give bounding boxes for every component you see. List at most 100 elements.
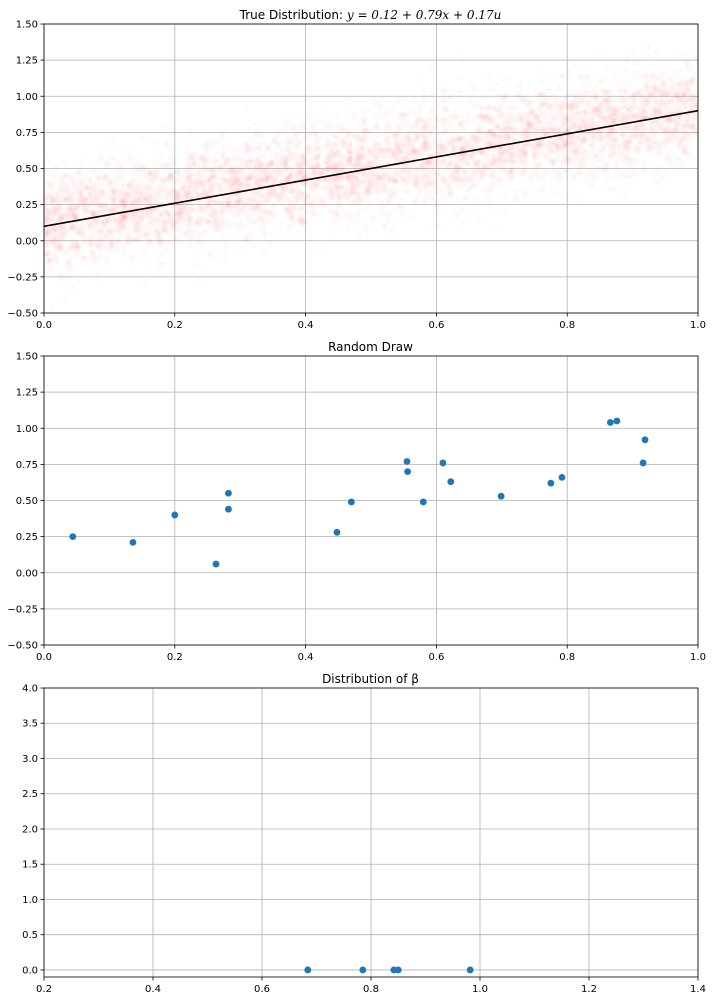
noise-point [416, 104, 422, 110]
noise-point [628, 169, 634, 175]
noise-point [310, 210, 316, 216]
noise-point [248, 183, 254, 189]
noise-point [221, 143, 227, 149]
noise-point [428, 196, 434, 202]
noise-point [670, 116, 676, 122]
noise-point [324, 142, 330, 148]
noise-point [284, 158, 290, 164]
noise-point [233, 169, 239, 175]
noise-point [610, 147, 616, 153]
noise-point [427, 182, 433, 188]
noise-point [490, 176, 496, 182]
noise-point [442, 108, 448, 114]
noise-point [611, 70, 617, 76]
noise-point [543, 141, 549, 147]
noise-point [211, 227, 217, 233]
noise-point [643, 137, 649, 143]
noise-point [392, 132, 398, 138]
noise-point [576, 202, 582, 208]
noise-point [44, 215, 50, 221]
noise-point [352, 115, 358, 121]
noise-point [69, 285, 75, 291]
noise-point [332, 213, 338, 219]
noise-point [112, 237, 118, 243]
noise-point [523, 151, 529, 157]
noise-point [437, 85, 443, 91]
noise-point [555, 190, 561, 196]
noise-point [548, 191, 554, 197]
noise-point [271, 203, 277, 209]
noise-point [668, 85, 674, 91]
noise-point [479, 201, 485, 207]
noise-point [544, 106, 550, 112]
noise-point [473, 196, 479, 202]
noise-point [510, 105, 516, 111]
noise-point [527, 83, 533, 89]
noise-point [438, 196, 444, 202]
noise-point [238, 222, 244, 228]
noise-point [567, 73, 573, 79]
noise-point [657, 105, 663, 111]
noise-point [416, 78, 422, 84]
noise-point [143, 210, 149, 216]
noise-point [499, 104, 505, 110]
noise-point [185, 140, 191, 146]
noise-point [617, 88, 623, 94]
noise-point [90, 233, 96, 239]
noise-point [476, 219, 482, 225]
noise-point [393, 123, 399, 129]
noise-point [265, 193, 271, 199]
noise-point [93, 257, 99, 263]
noise-point [372, 197, 378, 203]
noise-point [463, 117, 469, 123]
noise-point [468, 99, 474, 105]
noise-point [397, 197, 403, 203]
noise-point [623, 172, 629, 178]
noise-point [382, 185, 388, 191]
noise-point [457, 120, 463, 126]
noise-point [656, 66, 662, 72]
noise-point [204, 158, 210, 164]
noise-point [415, 194, 421, 200]
noise-point [584, 110, 590, 116]
noise-point [329, 123, 335, 129]
noise-point [58, 226, 64, 232]
noise-point [536, 193, 542, 199]
noise-point [411, 97, 417, 103]
noise-point [687, 142, 693, 148]
noise-point [329, 193, 335, 199]
noise-point [139, 191, 145, 197]
noise-point [632, 70, 638, 76]
noise-point [545, 169, 551, 175]
noise-point [264, 145, 270, 151]
noise-point [125, 158, 131, 164]
noise-point [380, 155, 386, 161]
noise-point [233, 220, 239, 226]
noise-point [386, 211, 392, 217]
noise-point [333, 141, 339, 147]
noise-point [523, 160, 529, 166]
noise-point [144, 190, 150, 196]
noise-point [400, 157, 406, 163]
noise-point [63, 173, 69, 179]
noise-point [313, 142, 319, 148]
noise-point [79, 181, 85, 187]
noise-point [166, 241, 172, 247]
noise-point [108, 179, 114, 185]
noise-point [558, 165, 564, 171]
noise-point [565, 127, 571, 133]
noise-point [248, 174, 254, 180]
noise-point [623, 195, 629, 201]
noise-point [426, 223, 432, 229]
noise-point [451, 162, 457, 168]
noise-point [152, 161, 158, 167]
noise-point [635, 158, 641, 164]
noise-point [242, 104, 248, 110]
noise-point [472, 134, 478, 140]
noise-point [333, 159, 339, 165]
noise-point [342, 126, 348, 132]
noise-point [620, 81, 626, 87]
noise-point [390, 206, 396, 212]
noise-point [665, 155, 671, 161]
